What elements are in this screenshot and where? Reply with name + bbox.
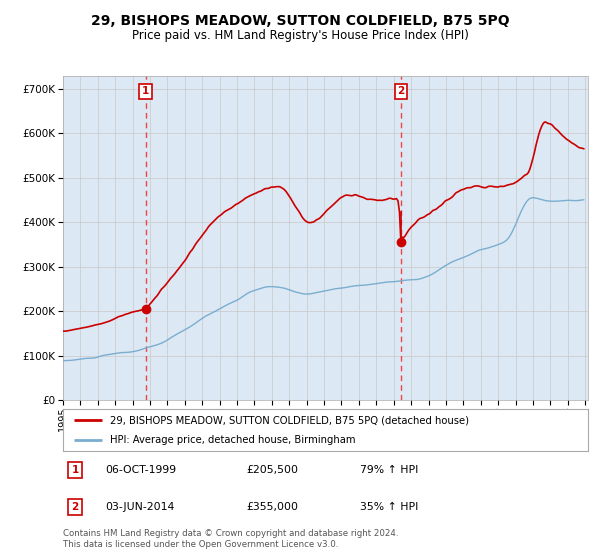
Text: 79% ↑ HPI: 79% ↑ HPI [360,465,418,475]
Text: £205,500: £205,500 [246,465,298,475]
Text: 03-JUN-2014: 03-JUN-2014 [105,502,175,512]
Text: 29, BISHOPS MEADOW, SUTTON COLDFIELD, B75 5PQ: 29, BISHOPS MEADOW, SUTTON COLDFIELD, B7… [91,14,509,28]
Text: £355,000: £355,000 [246,502,298,512]
Text: 35% ↑ HPI: 35% ↑ HPI [360,502,418,512]
Text: Contains HM Land Registry data © Crown copyright and database right 2024.
This d: Contains HM Land Registry data © Crown c… [63,529,398,549]
Text: 1: 1 [142,86,149,96]
Text: HPI: Average price, detached house, Birmingham: HPI: Average price, detached house, Birm… [110,435,356,445]
Text: Price paid vs. HM Land Registry's House Price Index (HPI): Price paid vs. HM Land Registry's House … [131,29,469,42]
Text: 29, BISHOPS MEADOW, SUTTON COLDFIELD, B75 5PQ (detached house): 29, BISHOPS MEADOW, SUTTON COLDFIELD, B7… [110,415,469,425]
Text: 06-OCT-1999: 06-OCT-1999 [105,465,176,475]
Text: 2: 2 [397,86,404,96]
Text: 1: 1 [71,465,79,475]
Text: 2: 2 [71,502,79,512]
